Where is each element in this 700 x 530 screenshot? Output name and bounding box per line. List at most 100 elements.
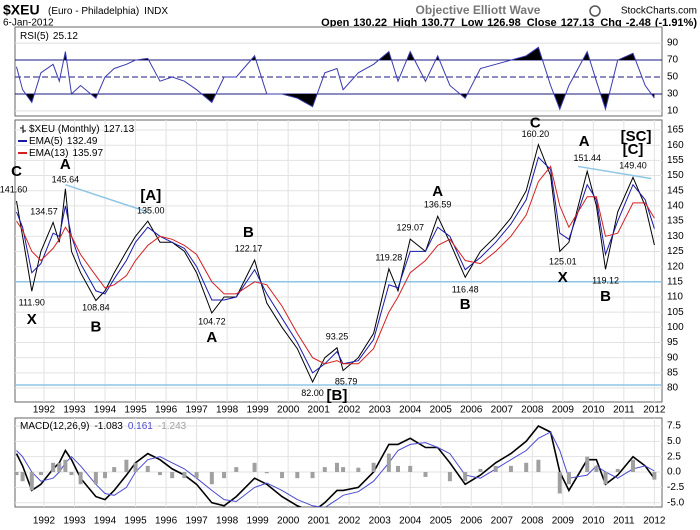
price-label: 129.07	[396, 222, 424, 232]
series-line	[16, 156, 655, 374]
ohlc: Open 130.22 High 130.77 Low 126.98 Close 127.13…	[321, 17, 697, 29]
y-tick-label: 140	[667, 201, 684, 212]
legend-value: 0.161	[128, 421, 153, 432]
ohlc-label: Close	[527, 17, 557, 29]
histogram-bar	[508, 465, 513, 473]
wave-label: [SC]	[621, 128, 652, 145]
x-tick-label: 2011	[613, 405, 635, 416]
x-tick-label: 2012	[643, 405, 666, 416]
x-tick-label: 2001	[308, 516, 331, 527]
y-tick-label: 125	[667, 246, 684, 257]
histogram-bar	[478, 468, 483, 473]
histogram-bar	[38, 472, 43, 476]
y-tick-label: 130	[667, 231, 684, 242]
histogram-bar	[295, 472, 300, 479]
series-line	[16, 431, 655, 507]
ohlc-value: 127.13	[561, 17, 595, 29]
x-tick-label: 2002	[338, 405, 361, 416]
x-tick-label: 1993	[63, 516, 86, 527]
y-tick-label: -5.0	[667, 497, 685, 508]
legend-name: EMA(13)	[29, 148, 68, 159]
legend-value: -1.083	[94, 421, 123, 432]
histogram-bar	[252, 462, 257, 473]
histogram-bar	[396, 465, 401, 473]
histogram-bar	[103, 472, 108, 479]
histogram-bar	[29, 472, 34, 491]
wave-label: B	[90, 318, 101, 335]
x-tick-label: 1998	[216, 405, 239, 416]
price-label: 119.12	[592, 275, 619, 285]
price-label: 108.84	[82, 302, 110, 312]
panel	[14, 26, 663, 117]
price-label: 145.64	[52, 174, 80, 184]
histogram-bar	[264, 472, 269, 474]
x-tick-label: 2011	[613, 516, 635, 527]
price-label: 119.28	[375, 252, 402, 262]
wave-label: A	[60, 156, 71, 173]
symbol: $XEU	[3, 2, 40, 18]
y-tick-label: 105	[667, 307, 684, 318]
legend: MACD(12,26,9) -1.083 0.161 -1.243	[20, 421, 187, 432]
histogram-bar	[15, 472, 19, 476]
wave-label: [A]	[140, 187, 161, 204]
y-tick-label: 100	[667, 322, 684, 333]
histogram-bar	[78, 472, 83, 485]
ohlc-pct: (-1.91%)	[655, 17, 698, 29]
panel	[14, 417, 663, 508]
wave-label: B	[243, 224, 254, 241]
x-tick-label: 1992	[33, 516, 56, 527]
x-tick-label: 2004	[399, 405, 422, 416]
x-tick-label: 2007	[491, 516, 514, 527]
histogram-bar	[585, 456, 590, 473]
legend-value: 127.13	[104, 124, 135, 135]
x-tick-label: 2006	[460, 516, 483, 527]
name: (Euro - Philadelphia)	[48, 6, 139, 17]
series-line	[16, 165, 655, 365]
histogram-bar	[652, 472, 657, 480]
wave-label: A	[579, 133, 590, 150]
y-tick-label: 165	[667, 125, 684, 136]
ohlc-value: 130.22	[353, 17, 387, 29]
x-tick-label: 2007	[491, 405, 514, 416]
legend-value: 135.97	[72, 148, 103, 159]
y-tick-label: 115	[667, 276, 683, 287]
histogram-bar	[222, 472, 227, 479]
histogram-bar	[124, 459, 129, 473]
x-tick-label: 2005	[430, 405, 453, 416]
wave-label: B	[600, 288, 611, 305]
histogram-bar	[408, 465, 413, 473]
histogram-bar	[371, 462, 376, 473]
y-tick-label: 90	[667, 352, 679, 363]
histogram-bar	[615, 468, 620, 473]
x-tick-label: 2010	[582, 516, 605, 527]
x-tick-label: 1992	[33, 405, 56, 416]
legend-value: 25.12	[53, 31, 78, 42]
legend-name: RSI(5)	[20, 31, 49, 42]
ohlc-value: 130.77	[421, 17, 455, 29]
histogram-bar	[386, 453, 391, 473]
legend: RSI(5) 25.12	[20, 31, 78, 42]
x-tick-label: 2004	[399, 516, 422, 527]
wave-label: C	[530, 114, 541, 131]
wave-label: A	[206, 329, 217, 346]
wave-label: X	[558, 269, 568, 286]
security-name: (Euro - Philadelphia) INDX	[48, 6, 168, 17]
histogram-bar	[51, 462, 56, 473]
price-label: 149.40	[619, 161, 647, 171]
y-tick-label: 80	[667, 383, 679, 394]
y-tick-label: 0.0	[667, 467, 681, 478]
price-label: 136.59	[424, 199, 452, 209]
wave-label: [B]	[327, 387, 348, 404]
wave-label: B	[460, 296, 471, 313]
legend: EMA(5) 132.49	[29, 136, 98, 147]
price-label: 125.01	[549, 256, 577, 266]
y-tick-label: 120	[667, 261, 684, 272]
price-label: 85.79	[335, 376, 358, 386]
y-tick-label: -2.5	[667, 482, 685, 493]
y-tick-label: 30	[667, 89, 679, 100]
histogram-bar	[170, 472, 175, 479]
y-tick-label: 2.5	[667, 451, 681, 462]
histogram-bar	[322, 467, 327, 473]
histogram-bar	[57, 462, 62, 473]
exchange: INDX	[144, 6, 168, 17]
